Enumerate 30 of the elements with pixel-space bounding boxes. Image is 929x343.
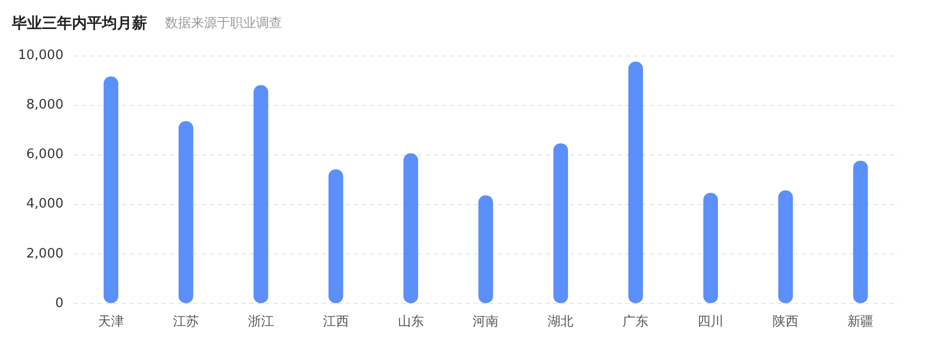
x-tick-label: 浙江 bbox=[248, 314, 274, 330]
bar bbox=[703, 192, 718, 304]
bar bbox=[178, 121, 194, 304]
bar bbox=[778, 190, 793, 304]
bar bbox=[553, 143, 568, 304]
bar bbox=[254, 85, 268, 304]
bar bbox=[403, 153, 418, 304]
x-tick-label: 陕西 bbox=[772, 314, 799, 330]
y-tick-label: 8,000 bbox=[26, 98, 64, 113]
chart-title: 毕业三年内平均月薪 bbox=[12, 14, 147, 32]
y-tick-label: 4,000 bbox=[26, 196, 64, 212]
x-tick-label: 山东 bbox=[398, 314, 424, 330]
bar bbox=[478, 195, 494, 304]
x-tick-label: 江西 bbox=[322, 314, 349, 330]
y-tick-label: 10,000 bbox=[18, 48, 64, 64]
y-tick-label: 6,000 bbox=[26, 147, 64, 162]
x-tick-label: 天津 bbox=[98, 314, 124, 330]
x-tick-label: 新疆 bbox=[848, 314, 874, 330]
x-tick-label: 河南 bbox=[472, 314, 499, 330]
x-tick-label: 四川 bbox=[698, 314, 724, 330]
chart-subtitle: 数据来源于职业调查 bbox=[165, 15, 282, 32]
y-tick-label: 2,000 bbox=[26, 246, 64, 262]
bar bbox=[104, 76, 118, 304]
x-tick-label: 江苏 bbox=[172, 314, 199, 330]
x-tick-label: 广东 bbox=[622, 314, 649, 330]
bar bbox=[328, 169, 344, 304]
x-tick-label: 湖北 bbox=[548, 314, 574, 330]
y-tick-label: 0 bbox=[55, 296, 64, 311]
bar bbox=[853, 160, 868, 304]
bar bbox=[628, 62, 643, 304]
